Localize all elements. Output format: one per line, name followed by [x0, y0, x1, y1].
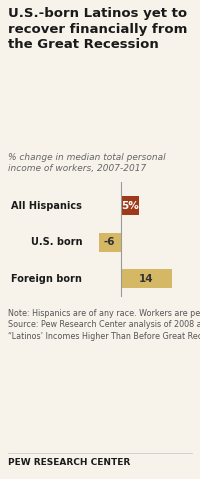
Bar [121, 269, 172, 288]
Text: U.S. born: U.S. born [31, 237, 82, 247]
Text: U.S.-born Latinos yet to
recover financially from
the Great Recession: U.S.-born Latinos yet to recover financi… [8, 7, 187, 51]
Text: % change in median total personal
income of workers, 2007-2017: % change in median total personal income… [8, 153, 166, 173]
Text: 14: 14 [139, 274, 154, 284]
Text: 5%: 5% [121, 201, 139, 211]
Text: Note: Hispanics are of any race. Workers are people 15 and older with work exper: Note: Hispanics are of any race. Workers… [8, 309, 200, 341]
Text: All Hispanics: All Hispanics [11, 201, 82, 211]
Text: Foreign born: Foreign born [11, 274, 82, 284]
Text: -6: -6 [104, 237, 115, 247]
Text: PEW RESEARCH CENTER: PEW RESEARCH CENTER [8, 458, 130, 467]
Bar [99, 233, 121, 252]
Bar [121, 196, 139, 215]
